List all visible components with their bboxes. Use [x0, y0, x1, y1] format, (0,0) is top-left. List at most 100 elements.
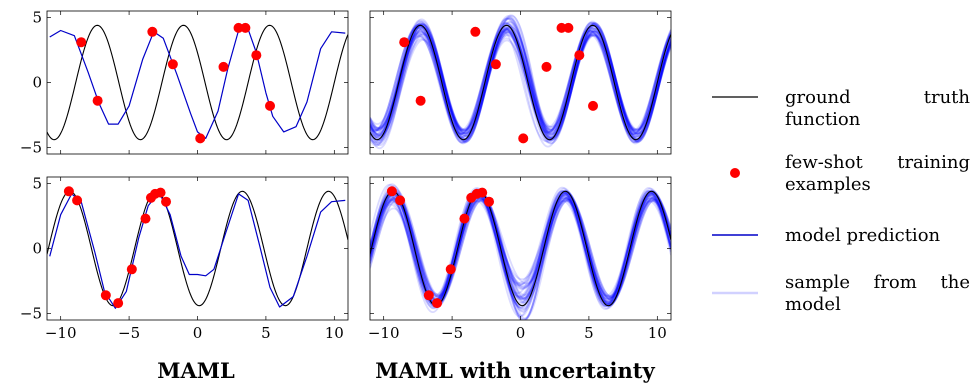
sample-curve	[370, 16, 671, 142]
y-tick-label: −5	[20, 139, 42, 157]
sample-curve	[370, 197, 671, 302]
sample-curve	[370, 192, 671, 317]
sample-curve	[370, 186, 671, 314]
plot-area	[370, 183, 671, 320]
training-point	[477, 187, 488, 198]
training-point	[459, 213, 470, 224]
legend-label-ground-truth: ground truth function	[785, 87, 970, 130]
training-point	[92, 95, 103, 106]
training-point	[588, 100, 599, 111]
plot-area	[370, 14, 671, 150]
training-point	[490, 59, 501, 70]
training-point	[63, 186, 74, 197]
sample-curve	[370, 194, 671, 300]
training-point	[126, 264, 137, 275]
training-point	[445, 264, 456, 275]
sample-curve	[370, 200, 671, 299]
training-point	[218, 61, 229, 72]
sample-curve	[370, 24, 671, 136]
sample-curve	[370, 27, 671, 132]
sample-curve	[370, 189, 671, 307]
axes-frame	[46, 176, 349, 321]
ground-truth-curve	[370, 24, 671, 141]
y-tick-label: 0	[32, 240, 42, 258]
sample-curve	[370, 22, 671, 144]
ground-truth-curve	[47, 24, 348, 141]
sample-curve	[370, 30, 671, 137]
training-point	[161, 196, 172, 207]
sample-curve	[370, 189, 671, 305]
x-tick-label: −5	[441, 324, 463, 342]
sample-curve	[370, 196, 671, 299]
training-point	[518, 133, 529, 144]
sample-curve	[370, 189, 671, 304]
sample-curve	[370, 27, 671, 132]
training-point	[432, 298, 443, 309]
sample-curve	[370, 195, 671, 309]
sample-curve	[370, 190, 671, 310]
training-point	[240, 22, 251, 33]
sample-curve	[370, 26, 671, 136]
sample-curve	[370, 194, 671, 309]
y-tick-label: 0	[32, 74, 42, 92]
sample-curve	[370, 29, 671, 142]
sample-curve	[370, 34, 671, 137]
model-prediction-curve	[49, 192, 346, 309]
sample-curve	[370, 26, 671, 135]
sample-curve	[370, 29, 671, 133]
sample-curve	[370, 192, 671, 310]
sample-curve	[370, 26, 671, 133]
legend	[712, 96, 758, 295]
sample-curve	[370, 195, 671, 320]
y-tick-label: 5	[32, 9, 42, 27]
sample-curve	[370, 196, 671, 311]
sample-curve	[370, 21, 671, 147]
sample-curve	[370, 195, 671, 301]
legend-training-marker	[730, 168, 740, 178]
training-point	[563, 22, 574, 33]
training-point	[265, 100, 276, 111]
legend-label-sample: sample from the model	[785, 272, 970, 315]
sample-curve	[370, 17, 671, 150]
legend-label-training: few-shot training examples	[785, 152, 970, 195]
training-point	[484, 196, 495, 207]
caption-maml-uncertainty: MAML with uncertainty	[375, 358, 655, 383]
caption-maml: MAML	[157, 358, 235, 383]
plot-area	[47, 24, 348, 141]
sample-curve	[370, 190, 671, 307]
training-point	[470, 26, 481, 37]
sample-curve	[370, 21, 671, 138]
legend-label-prediction: model prediction	[785, 225, 941, 246]
x-tick-label: −5	[118, 324, 140, 342]
sample-curve	[370, 23, 671, 136]
training-point	[415, 95, 426, 106]
sample-curve	[370, 28, 671, 132]
x-tick-label: −10	[45, 324, 77, 342]
sample-curve	[370, 191, 671, 304]
x-tick-label: 10	[648, 324, 667, 342]
training-point	[195, 133, 206, 144]
ground-truth-curve	[47, 190, 348, 307]
sample-curve	[370, 29, 671, 139]
training-point	[113, 298, 124, 309]
training-point	[251, 50, 262, 61]
training-point	[386, 186, 397, 197]
training-point	[574, 50, 585, 61]
training-point	[100, 290, 111, 301]
sample-curve	[370, 197, 671, 300]
x-tick-label: 5	[261, 324, 271, 342]
x-tick-label: 5	[584, 324, 594, 342]
panel-bottom-right: −10 −5 0 5 10	[368, 176, 672, 342]
sample-curve	[370, 191, 671, 308]
sample-curve	[370, 27, 671, 136]
sample-curve	[370, 19, 671, 148]
training-point	[556, 22, 567, 33]
x-tick-label: 0	[193, 324, 203, 342]
panel-top-right	[369, 10, 672, 155]
training-point	[233, 22, 244, 33]
training-point	[147, 26, 158, 37]
x-tick-label: 10	[325, 324, 344, 342]
x-tick-label: −10	[368, 324, 400, 342]
sample-curve	[370, 192, 671, 308]
